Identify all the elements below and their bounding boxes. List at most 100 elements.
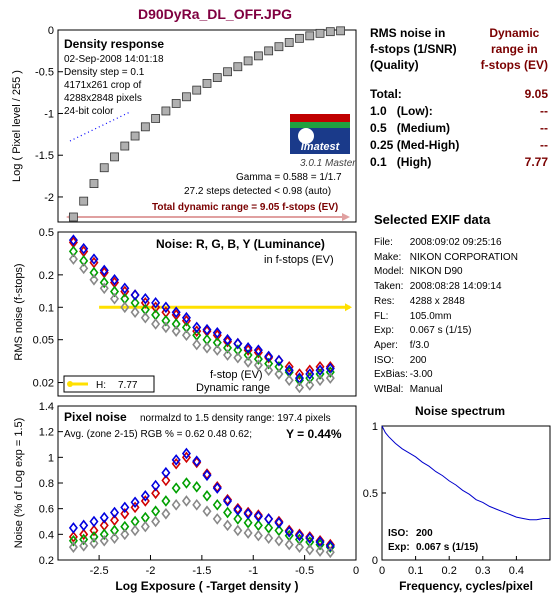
spectrum-xtick-label: 0.3 (475, 565, 490, 577)
pixel-noise-ytick-label: 1.2 (39, 427, 54, 439)
pixel-noise-marker-r (89, 524, 99, 537)
pixel-noise-marker-b (99, 511, 109, 524)
density-marker (192, 85, 202, 95)
exif-value: NIKON D90 (409, 266, 463, 278)
exif-value: NIKON CORPORATION (409, 251, 518, 263)
noise-marker-y (325, 372, 335, 384)
exif-key: Model: (374, 266, 405, 278)
spectrum-exp-label: Exp: (388, 542, 410, 553)
noise-note-dr: Dynamic range (196, 382, 270, 394)
pixel-noise-y-value: Y = 0.44% (286, 427, 342, 441)
pixel-noise-marker-r (120, 507, 130, 520)
pixel-noise-marker-y (284, 538, 294, 551)
density-info-line: 24-bit color (64, 106, 114, 117)
density-info-line: 02-Sep-2008 14:01:18 (64, 54, 164, 65)
exif-value: 200 (409, 354, 427, 366)
logo-band-green (290, 122, 350, 128)
noise-marker-y (264, 364, 274, 377)
total-dr-label: Total dynamic range = 9.05 f-stops (EV) (152, 202, 338, 213)
density-marker (264, 46, 274, 56)
noise-marker-r (294, 368, 304, 380)
spectrum-plot-area (381, 425, 551, 561)
file-title: D90DyRa_DL_OFF.JPG (138, 6, 293, 22)
noise-ytick-label: 0.02 (33, 378, 54, 390)
noise-ytick-label: 0.5 (39, 227, 54, 239)
density-marker (223, 67, 232, 77)
pixel-noise-marker-r (140, 495, 150, 507)
spectrum-panel: 10.50 0 0.1 0.2 0.3 0.4 ISO: 200 Exp: 0.067 … (363, 421, 551, 593)
pixel-noise-marker-b (140, 490, 150, 502)
summary-quality: 0.5 (370, 121, 387, 135)
exif-row: File: 2008:09:02 09:25:16 (374, 236, 518, 251)
exif-row: Aper: f/3.0 (374, 339, 518, 354)
exif-value: -3.00 (409, 369, 433, 381)
density-ytick-label: -1.5 (35, 150, 54, 162)
pixel-noise-avg: Avg. (zone 2-15) RGB % = 0.62 0.48 0.62; (64, 429, 252, 440)
exif-key: Exp: (374, 325, 395, 337)
spectrum-x-axis: 0 0.1 0.2 0.3 0.4 (379, 556, 524, 577)
noise-y-axis: 0.5 0.2 0.1 0.05 0.02 (33, 227, 63, 390)
spectrum-y-axis: 10.50 (363, 421, 386, 567)
noise-marker-b (89, 253, 99, 265)
pixel-noise-marker-g (181, 477, 191, 489)
pixel-noise-ytick-label: 1.4 (39, 401, 54, 413)
summary-col1-line2: f-stops (1/SNR) (370, 42, 457, 56)
pixel-noise-marker-g (99, 528, 109, 541)
noise-ylabel: RMS noise (f-stops) (13, 263, 25, 360)
legend-swatch-dot (67, 381, 73, 387)
noise-marker-g (233, 344, 243, 356)
pixel-noise-marker-g (161, 495, 171, 507)
noise-marker-b (161, 301, 171, 314)
noise-marker-b (253, 344, 263, 356)
steps-label: 27.2 steps detected < 0.98 (auto) (184, 186, 331, 197)
dr-arrow-head-right (342, 213, 350, 221)
noise-marker-y (212, 344, 222, 356)
density-marker (325, 27, 335, 37)
pixel-noise-marker-b (79, 519, 89, 532)
density-ytick-label: 0 (48, 25, 54, 37)
summary-value: -- (540, 121, 548, 135)
density-info-line: Density step = 0.1 (64, 67, 145, 78)
density-marker (336, 26, 345, 36)
pixel-noise-marker-g (68, 534, 78, 547)
pixel-noise-marker-b (68, 522, 78, 534)
pixel-noise-x-axis: -2.5 -2 -1.5 -1 -0.5 0 (90, 555, 359, 577)
exif-value: 105.0mm (409, 310, 452, 322)
summary-col1-line3: (Quality) (370, 58, 419, 72)
density-marker (69, 212, 78, 222)
density-markers (69, 26, 345, 222)
spectrum-xlabel: Frequency, cycles/pixel (399, 579, 533, 593)
exif-key: ExBias: (374, 369, 408, 381)
exif-key: WtBal: (374, 384, 404, 396)
density-marker (89, 179, 99, 189)
noise-note-fstop: f-stop (EV) (210, 369, 263, 381)
summary-total-value: 9.05 (524, 87, 548, 101)
noise-marker-y (202, 342, 212, 354)
pixel-noise-xtick-label: -1.5 (192, 565, 211, 577)
pixel-noise-marker-b (294, 529, 304, 542)
noise-marker-b (110, 273, 120, 286)
summary-col1-line1: RMS noise in (370, 26, 446, 40)
pixel-noise-marker-y (130, 524, 140, 537)
pixel-noise-marker-b (110, 506, 120, 519)
noise-marker-b (130, 289, 140, 301)
summary-row: 0.5 (Medium) -- (370, 121, 548, 138)
noise-marker-b (140, 292, 150, 305)
pixel-noise-marker-y (315, 545, 325, 557)
pixel-noise-marker-y (202, 505, 212, 518)
noise-marker-y (89, 273, 99, 286)
noise-marker-y (161, 321, 171, 334)
logo-circle (298, 128, 314, 144)
pixel-noise-ytick-label: 1 (48, 452, 54, 464)
pixel-noise-marker-b (202, 469, 212, 482)
noise-marker-y (68, 253, 78, 265)
pixel-noise-xtick-label: -2.5 (90, 565, 109, 577)
density-marker (305, 31, 315, 41)
noise-subtitle: in f-stops (EV) (264, 254, 334, 266)
pixel-noise-marker-b (284, 525, 294, 538)
pixel-noise-marker-g (192, 481, 202, 493)
summary-total-label: Total: (370, 87, 402, 101)
pixel-noise-xtick-label: 0 (353, 565, 359, 577)
spectrum-line (381, 425, 550, 521)
